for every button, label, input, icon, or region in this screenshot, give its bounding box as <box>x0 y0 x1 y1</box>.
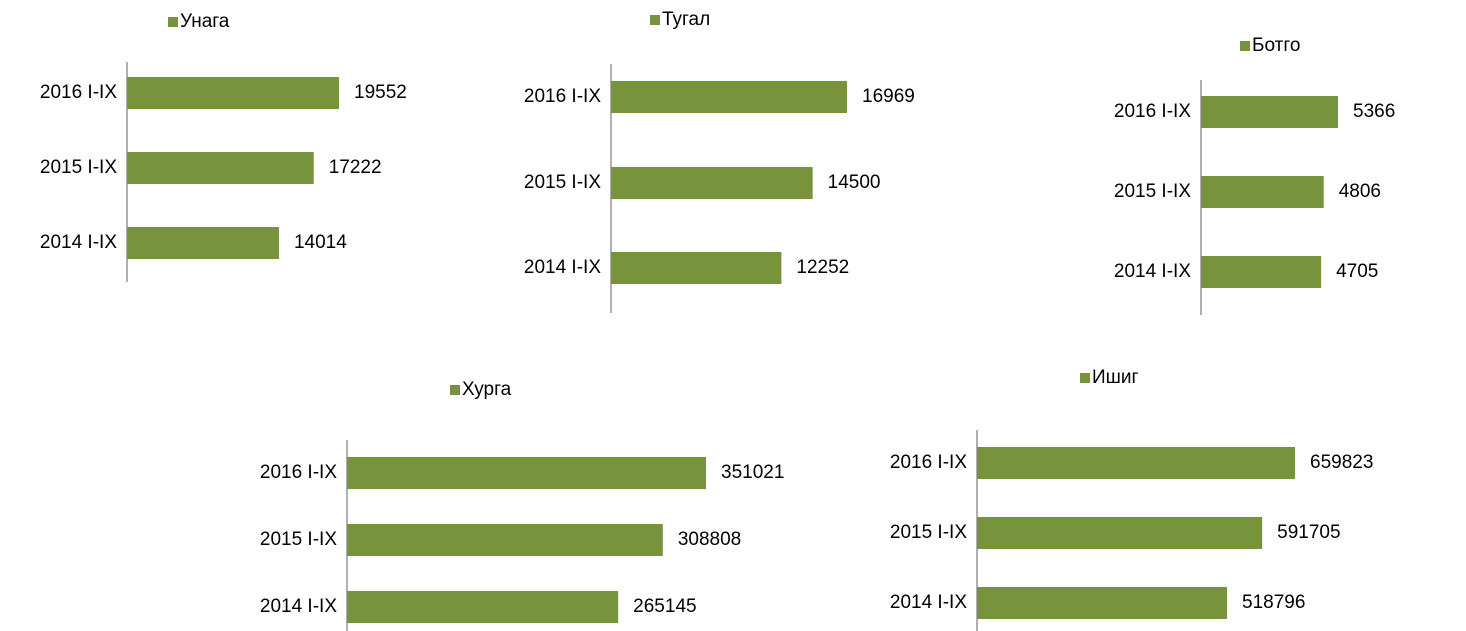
legend-label: Унага <box>180 11 230 32</box>
y-tick-label: 2016 I-IX <box>260 462 337 483</box>
bar <box>1201 256 1322 288</box>
legend-swatch <box>1240 41 1250 51</box>
y-tick-label: 2014 I-IX <box>1114 261 1191 282</box>
bar <box>611 252 782 284</box>
data-label: 14500 <box>828 172 881 193</box>
bar <box>1201 176 1324 208</box>
bar <box>127 227 279 259</box>
legend-swatch <box>1080 373 1090 383</box>
y-tick-label: 2015 I-IX <box>1114 181 1191 202</box>
y-tick-label: 2014 I-IX <box>524 257 601 278</box>
y-tick-label: 2015 I-IX <box>890 522 967 543</box>
bar <box>1201 96 1338 128</box>
data-label: 16969 <box>862 86 915 107</box>
y-tick-label: 2015 I-IX <box>524 172 601 193</box>
bar <box>977 447 1295 479</box>
legend-label: Тугал <box>662 9 710 30</box>
data-label: 4806 <box>1339 181 1381 202</box>
y-tick-label: 2016 I-IX <box>890 452 967 473</box>
data-label: 659823 <box>1310 452 1373 473</box>
bar <box>977 517 1263 549</box>
y-tick-label: 2014 I-IX <box>260 596 337 617</box>
legend-label: Ишиг <box>1092 367 1139 388</box>
bar <box>977 587 1228 619</box>
data-label: 308808 <box>678 529 741 550</box>
bar <box>127 152 314 184</box>
legend-swatch <box>450 385 460 395</box>
legend-label: Хурга <box>462 379 512 400</box>
legend-swatch <box>650 15 660 25</box>
data-label: 265145 <box>633 596 696 617</box>
bar <box>611 81 847 113</box>
y-tick-label: 2016 I-IX <box>524 86 601 107</box>
y-tick-label: 2016 I-IX <box>1114 101 1191 122</box>
data-label: 351021 <box>721 462 784 483</box>
bar <box>611 167 813 199</box>
legend-label: Ботго <box>1252 35 1300 56</box>
y-tick-label: 2016 I-IX <box>40 82 117 103</box>
data-label: 518796 <box>1242 592 1305 613</box>
data-label: 4705 <box>1336 261 1378 282</box>
y-tick-label: 2014 I-IX <box>40 232 117 253</box>
y-tick-label: 2015 I-IX <box>40 157 117 178</box>
data-label: 17222 <box>329 157 382 178</box>
bar <box>347 591 619 623</box>
data-label: 12252 <box>796 257 849 278</box>
y-tick-label: 2015 I-IX <box>260 529 337 550</box>
data-label: 5366 <box>1353 101 1395 122</box>
y-tick-label: 2014 I-IX <box>890 592 967 613</box>
bar <box>347 524 663 556</box>
data-label: 591705 <box>1277 522 1340 543</box>
bar <box>347 457 706 489</box>
bar <box>127 77 339 109</box>
legend-swatch <box>168 17 178 27</box>
data-label: 19552 <box>354 82 407 103</box>
data-label: 14014 <box>294 232 347 253</box>
